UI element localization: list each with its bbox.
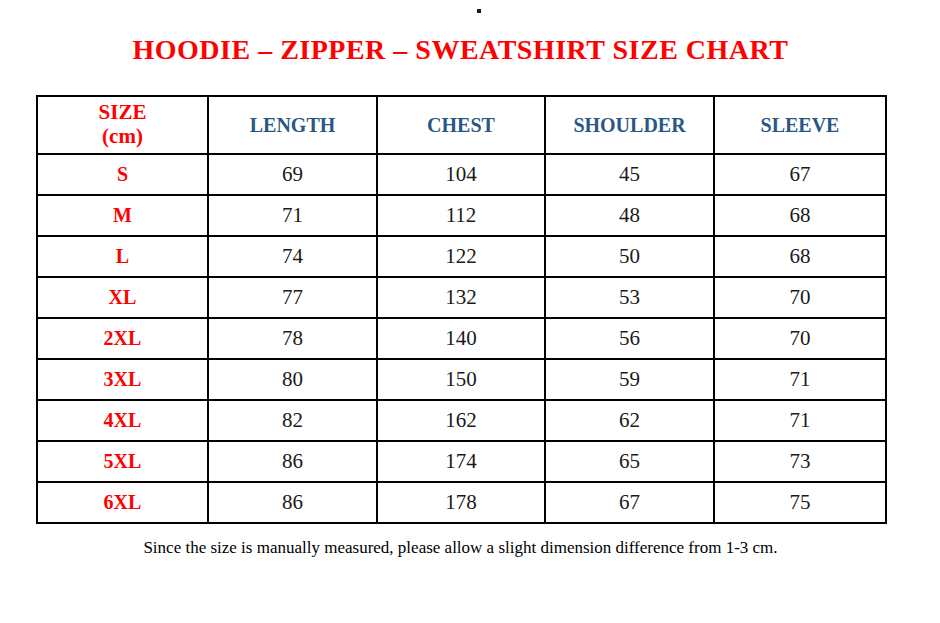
size-label: S (37, 154, 208, 195)
shoulder-value: 50 (545, 236, 714, 277)
length-value: 86 (208, 482, 377, 523)
chest-value: 174 (377, 441, 545, 482)
length-value: 69 (208, 154, 377, 195)
chest-value: 132 (377, 277, 545, 318)
table-row: 2XL 78 140 56 70 (37, 318, 886, 359)
chest-value: 104 (377, 154, 545, 195)
size-label: XL (37, 277, 208, 318)
column-header-size: SIZE (cm) (37, 96, 208, 154)
shoulder-value: 48 (545, 195, 714, 236)
chest-value: 122 (377, 236, 545, 277)
measurement-disclaimer: Since the size is manually measured, ple… (36, 538, 885, 558)
shoulder-value: 53 (545, 277, 714, 318)
chest-value: 178 (377, 482, 545, 523)
stray-dot (477, 9, 481, 13)
sleeve-value: 70 (714, 318, 886, 359)
length-value: 74 (208, 236, 377, 277)
sleeve-value: 68 (714, 236, 886, 277)
size-label: 2XL (37, 318, 208, 359)
shoulder-value: 67 (545, 482, 714, 523)
shoulder-value: 65 (545, 441, 714, 482)
table-row: M 71 112 48 68 (37, 195, 886, 236)
chest-value: 112 (377, 195, 545, 236)
column-header-length: LENGTH (208, 96, 377, 154)
size-label: 4XL (37, 400, 208, 441)
size-label: L (37, 236, 208, 277)
column-header-chest: CHEST (377, 96, 545, 154)
size-label: 5XL (37, 441, 208, 482)
size-label: 3XL (37, 359, 208, 400)
sleeve-value: 71 (714, 359, 886, 400)
column-header-sleeve: SLEEVE (714, 96, 886, 154)
sleeve-value: 73 (714, 441, 886, 482)
table-row: 4XL 82 162 62 71 (37, 400, 886, 441)
length-value: 86 (208, 441, 377, 482)
sleeve-value: 70 (714, 277, 886, 318)
table-row: L 74 122 50 68 (37, 236, 886, 277)
table-row: S 69 104 45 67 (37, 154, 886, 195)
shoulder-value: 59 (545, 359, 714, 400)
sleeve-value: 75 (714, 482, 886, 523)
length-value: 80 (208, 359, 377, 400)
sleeve-value: 68 (714, 195, 886, 236)
shoulder-value: 56 (545, 318, 714, 359)
length-value: 77 (208, 277, 377, 318)
chest-value: 162 (377, 400, 545, 441)
shoulder-value: 45 (545, 154, 714, 195)
header-row: SIZE (cm) LENGTH CHEST SHOULDER SLEEVE (37, 96, 886, 154)
table-row: 3XL 80 150 59 71 (37, 359, 886, 400)
sleeve-value: 67 (714, 154, 886, 195)
table-row: 6XL 86 178 67 75 (37, 482, 886, 523)
length-value: 82 (208, 400, 377, 441)
column-header-shoulder: SHOULDER (545, 96, 714, 154)
page-title: HOODIE – ZIPPER – SWEATSHIRT SIZE CHART (36, 34, 885, 66)
size-chart-table: SIZE (cm) LENGTH CHEST SHOULDER SLEEVE S… (36, 95, 887, 524)
table-row: 5XL 86 174 65 73 (37, 441, 886, 482)
chest-value: 150 (377, 359, 545, 400)
sleeve-value: 71 (714, 400, 886, 441)
chest-value: 140 (377, 318, 545, 359)
shoulder-value: 62 (545, 400, 714, 441)
size-label: M (37, 195, 208, 236)
table-row: XL 77 132 53 70 (37, 277, 886, 318)
length-value: 78 (208, 318, 377, 359)
length-value: 71 (208, 195, 377, 236)
size-label: 6XL (37, 482, 208, 523)
